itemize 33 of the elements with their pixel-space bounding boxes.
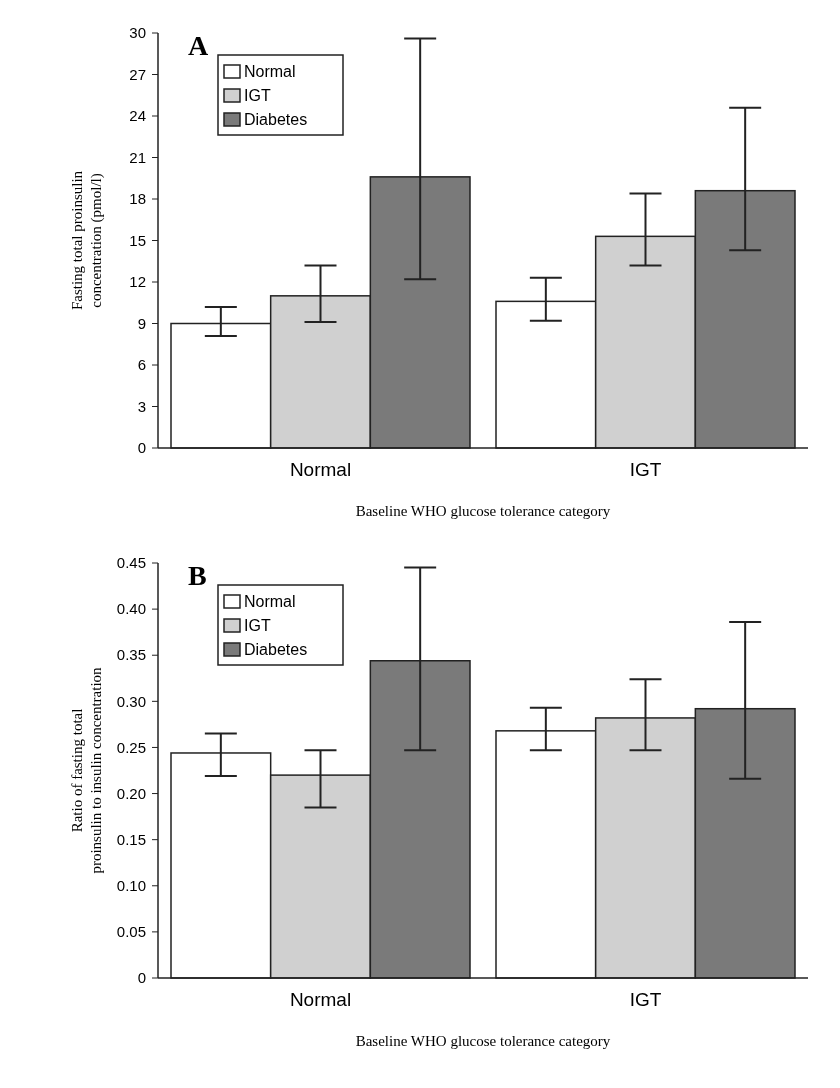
y-tick-label: 12: [129, 273, 146, 291]
y-tick-label: 15: [129, 231, 146, 249]
y-tick-label: 0: [137, 969, 146, 987]
x-axis-title: Baseline WHO glucose tolerance category: [355, 1033, 611, 1049]
y-tick-label: 0: [137, 439, 146, 457]
y-tick-label: 6: [137, 356, 146, 374]
x-axis-title: Baseline WHO glucose tolerance category: [355, 503, 611, 519]
y-axis-title: Fasting total proinsulin concentration (pmol/l): [68, 170, 105, 311]
y-tick-label: 0.40: [116, 600, 146, 618]
y-tick-label: 0.05: [116, 923, 146, 941]
annotation: A: [188, 30, 209, 61]
y-tick-label: 9: [137, 314, 146, 332]
y-tick-label: 0.15: [116, 830, 146, 848]
annotation: B: [188, 560, 207, 591]
y-tick-label: 24: [129, 107, 146, 125]
legend-label: Diabetes: [244, 641, 308, 658]
legend-label: Normal: [244, 593, 296, 610]
y-tick-label: 0.45: [116, 554, 146, 572]
y-tick-label: 18: [129, 190, 146, 208]
y-tick-label: 0.30: [116, 692, 146, 710]
y-tick-label: 27: [129, 65, 146, 83]
legend-label: IGT: [244, 87, 271, 104]
y-tick-label: 0.25: [116, 738, 146, 756]
y-tick-label: 21: [129, 148, 146, 166]
y-tick-label: 3: [137, 397, 146, 415]
y-tick-label: 0.10: [116, 877, 146, 895]
y-tick-label: 0.35: [116, 646, 146, 664]
legend-label: IGT: [244, 617, 271, 634]
y-axis-title: Ratio of fasting total proinsulin to insulin concentration: [68, 666, 104, 874]
y-tick-label: 0.20: [116, 784, 146, 802]
legend-label: Diabetes: [244, 111, 308, 128]
legend-label: Normal: [244, 63, 296, 80]
y-tick-label: 30: [129, 24, 146, 42]
